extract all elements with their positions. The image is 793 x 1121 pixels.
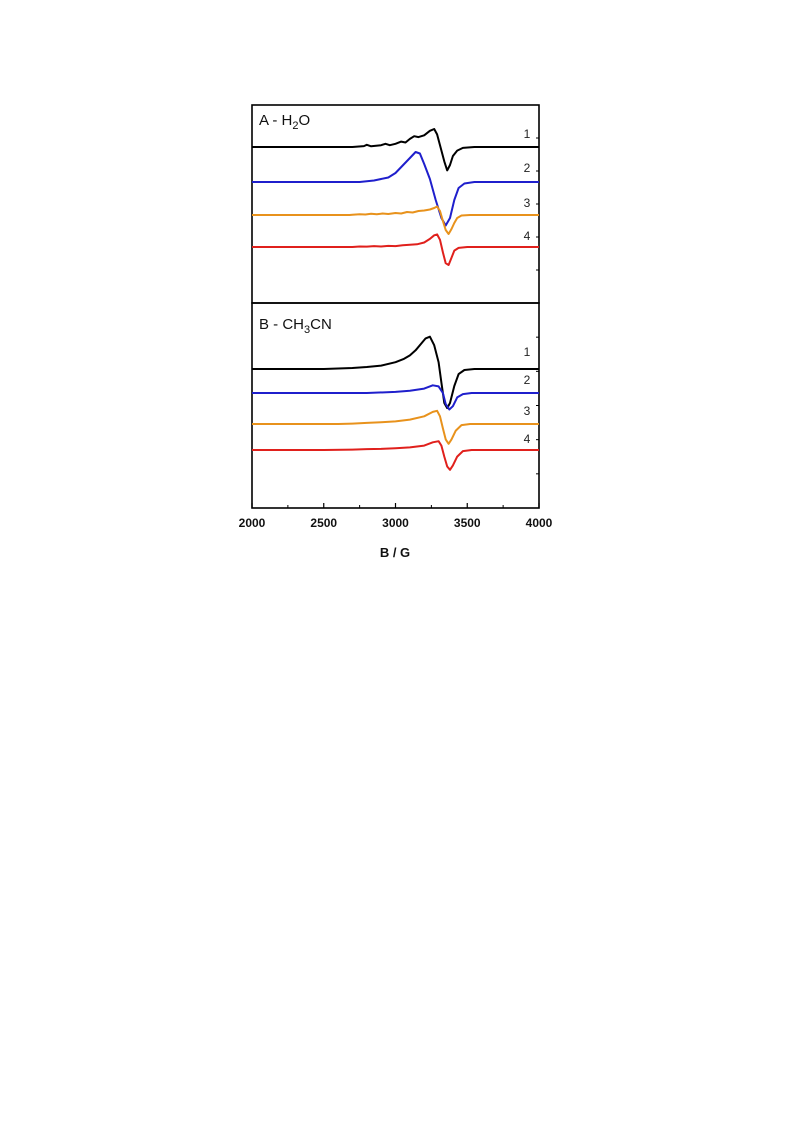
panel-a-trace-1 bbox=[252, 128, 539, 172]
epr-figure: A - H2O 1 2 3 4 B - CH3CN 1 2 3 4 2000 2500 3000… bbox=[239, 104, 553, 560]
panel-b-frame bbox=[251, 302, 540, 509]
panel-b-trace-label-1: 1 bbox=[524, 345, 531, 359]
panel-a-frame bbox=[251, 104, 540, 304]
x-tick-label-4000: 4000 bbox=[526, 516, 553, 530]
panel-a-traces bbox=[252, 128, 539, 266]
panel-b-label: B - CH3CN bbox=[259, 316, 332, 336]
panel-b-trace-2 bbox=[252, 384, 539, 411]
panel-b: B - CH3CN 1 2 3 4 bbox=[251, 302, 540, 509]
panel-b-y-ticks bbox=[536, 336, 539, 475]
panel-a-trace-4 bbox=[252, 233, 539, 266]
x-tick-label-3500: 3500 bbox=[454, 516, 481, 530]
panel-a-trace-label-3: 3 bbox=[524, 196, 531, 210]
panel-a-trace-2 bbox=[252, 151, 539, 227]
x-tick-label-2500: 2500 bbox=[310, 516, 337, 530]
x-tick-label-3000: 3000 bbox=[382, 516, 409, 530]
panel-a-trace-label-2: 2 bbox=[524, 161, 531, 175]
x-tick-label-2000: 2000 bbox=[239, 516, 266, 530]
panel-b-trace-label-2: 2 bbox=[524, 373, 531, 387]
panel-a-label: A - H2O bbox=[259, 112, 310, 132]
panel-b-trace-4 bbox=[252, 440, 539, 471]
panel-b-trace-label-3: 3 bbox=[524, 404, 531, 418]
panel-a-trace-labels: 1 2 3 4 bbox=[524, 127, 531, 243]
panel-a: A - H2O 1 2 3 4 bbox=[251, 104, 540, 304]
panel-b-trace-1 bbox=[252, 335, 539, 410]
panel-a-y-ticks bbox=[536, 137, 539, 271]
panel-a-trace-label-1: 1 bbox=[524, 127, 531, 141]
x-axis: 2000 2500 3000 3500 4000 bbox=[239, 503, 553, 530]
panel-b-trace-labels: 1 2 3 4 bbox=[524, 345, 531, 446]
panel-a-trace-label-4: 4 bbox=[524, 229, 531, 243]
x-axis-title: B / G bbox=[380, 545, 410, 560]
panel-b-traces bbox=[252, 335, 539, 471]
panel-a-trace-3 bbox=[252, 205, 539, 235]
panel-b-trace-label-4: 4 bbox=[524, 432, 531, 446]
panel-b-trace-3 bbox=[252, 409, 539, 445]
